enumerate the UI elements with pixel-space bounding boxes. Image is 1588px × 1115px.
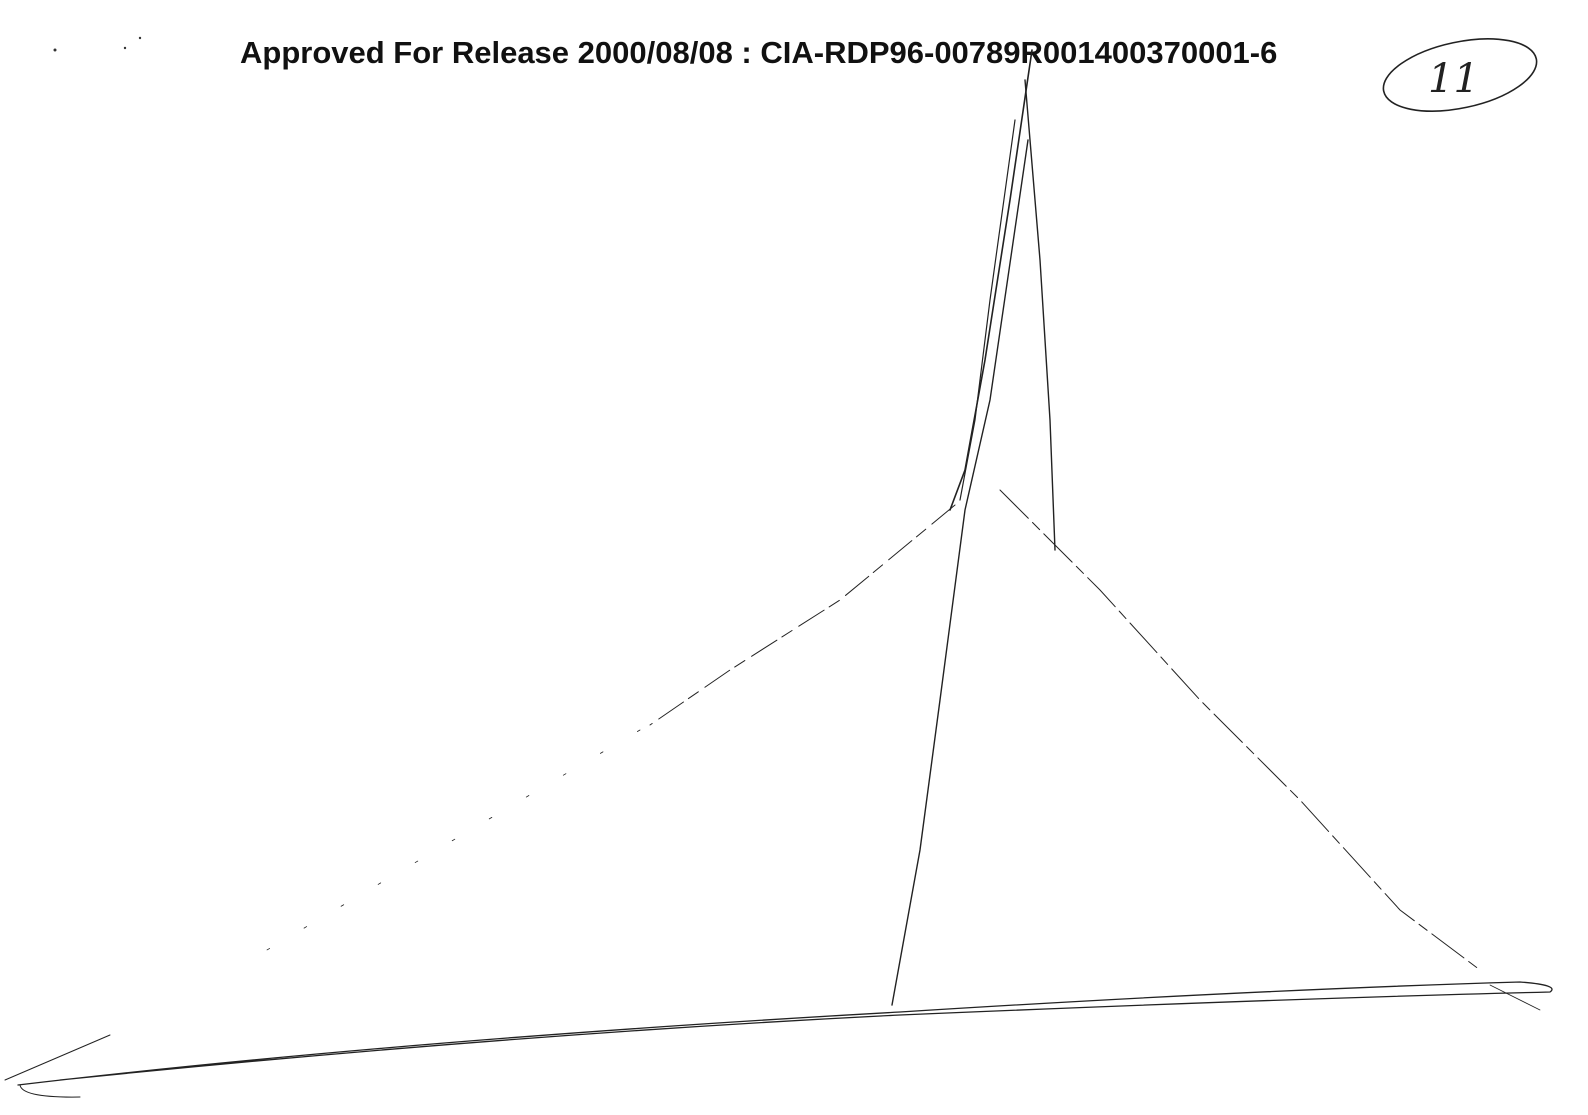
- sketch-line: [959, 119, 1016, 501]
- sketch-line: [1024, 79, 1056, 551]
- sketch-line: [891, 139, 1029, 1006]
- sketch-line: [649, 504, 956, 726]
- speck: [138, 36, 142, 40]
- release-header: Approved For Release 2000/08/08 : CIA-RD…: [240, 35, 1277, 70]
- page-mark: 11: [1428, 56, 1479, 102]
- sketch-line: [19, 1084, 81, 1098]
- sketch-base: [17, 981, 1553, 1086]
- page-mark-circle: [1382, 38, 1538, 112]
- hand-sketch: [4, 49, 1553, 1098]
- sketch-line: [949, 49, 1033, 511]
- speck: [53, 48, 57, 52]
- sketch-line: [999, 489, 1481, 971]
- sketch-line: [1489, 984, 1541, 1011]
- sketch-line: [4, 1034, 111, 1081]
- speck: [123, 46, 127, 50]
